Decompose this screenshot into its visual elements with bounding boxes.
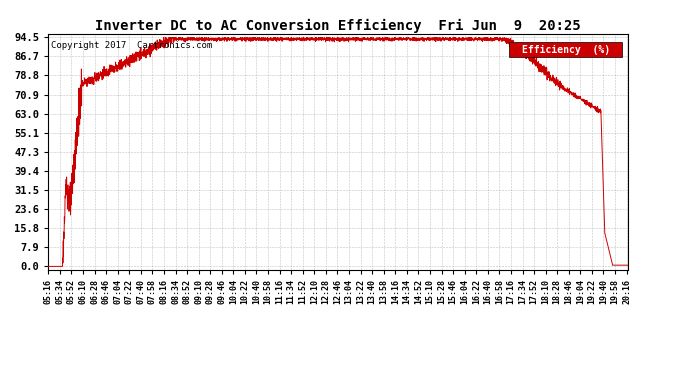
Text: Copyright 2017  Cartronics.com: Copyright 2017 Cartronics.com [51, 41, 213, 50]
Text: Efficiency  (%): Efficiency (%) [522, 45, 610, 55]
Title: Inverter DC to AC Conversion Efficiency  Fri Jun  9  20:25: Inverter DC to AC Conversion Efficiency … [95, 18, 581, 33]
FancyBboxPatch shape [509, 42, 622, 57]
